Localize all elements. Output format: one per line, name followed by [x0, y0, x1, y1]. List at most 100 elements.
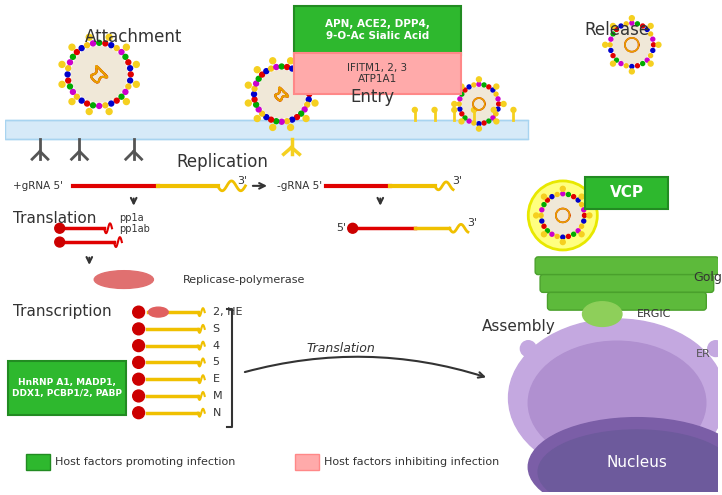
Circle shape [491, 107, 496, 112]
Circle shape [79, 98, 84, 103]
Circle shape [133, 356, 144, 368]
FancyBboxPatch shape [6, 120, 529, 140]
Circle shape [126, 60, 131, 65]
FancyBboxPatch shape [295, 6, 461, 54]
Circle shape [648, 23, 653, 28]
Circle shape [299, 72, 304, 77]
Circle shape [494, 92, 498, 96]
Circle shape [555, 193, 559, 197]
Circle shape [534, 213, 539, 218]
Circle shape [348, 223, 357, 233]
Circle shape [59, 61, 65, 67]
FancyBboxPatch shape [26, 454, 50, 470]
Circle shape [254, 67, 260, 73]
Circle shape [487, 119, 491, 123]
Circle shape [284, 64, 290, 69]
Circle shape [279, 64, 284, 69]
Circle shape [550, 195, 554, 198]
Circle shape [651, 49, 655, 52]
Circle shape [613, 26, 651, 63]
Circle shape [560, 186, 565, 191]
Circle shape [463, 88, 467, 92]
Circle shape [66, 78, 71, 83]
Circle shape [270, 58, 276, 64]
Circle shape [103, 103, 108, 108]
Text: Transcription: Transcription [13, 304, 112, 319]
Circle shape [287, 125, 294, 130]
Circle shape [625, 64, 628, 68]
Circle shape [312, 82, 318, 88]
Circle shape [306, 86, 311, 91]
Circle shape [97, 103, 102, 108]
Circle shape [472, 121, 476, 125]
Ellipse shape [583, 302, 622, 326]
Circle shape [648, 32, 653, 36]
Circle shape [640, 24, 645, 28]
Circle shape [133, 340, 144, 351]
Circle shape [123, 99, 129, 104]
Circle shape [542, 194, 547, 199]
Text: Translation: Translation [13, 210, 97, 226]
Circle shape [65, 72, 70, 77]
Circle shape [458, 97, 462, 101]
Circle shape [432, 107, 437, 112]
Circle shape [133, 306, 144, 318]
Ellipse shape [95, 271, 153, 289]
FancyBboxPatch shape [547, 293, 706, 310]
Circle shape [79, 46, 84, 50]
Circle shape [467, 119, 471, 123]
Circle shape [109, 43, 113, 48]
Circle shape [545, 229, 549, 233]
Circle shape [133, 373, 144, 385]
Circle shape [471, 107, 477, 112]
Circle shape [103, 41, 108, 46]
Circle shape [501, 101, 506, 106]
Circle shape [619, 24, 623, 28]
Text: APN, ACE2, DPP4,
9-O-Ac Sialic Acid: APN, ACE2, DPP4, 9-O-Ac Sialic Acid [325, 19, 430, 41]
Circle shape [491, 116, 495, 120]
Text: M: M [212, 391, 222, 401]
Text: 3': 3' [238, 176, 248, 186]
Text: Nucleus: Nucleus [606, 454, 667, 470]
Circle shape [463, 116, 467, 120]
Circle shape [305, 102, 310, 107]
Circle shape [539, 213, 543, 217]
Circle shape [651, 43, 656, 47]
FancyBboxPatch shape [586, 177, 669, 208]
Circle shape [511, 107, 516, 112]
Circle shape [452, 107, 457, 112]
Text: Golgi: Golgi [693, 271, 722, 284]
Text: VCP: VCP [610, 185, 644, 200]
Circle shape [614, 58, 619, 62]
Circle shape [482, 121, 486, 125]
Circle shape [114, 46, 119, 50]
Circle shape [269, 117, 274, 122]
Circle shape [134, 61, 139, 67]
Circle shape [123, 44, 129, 50]
Circle shape [258, 70, 305, 118]
Circle shape [497, 102, 500, 106]
Circle shape [106, 34, 112, 40]
FancyBboxPatch shape [295, 454, 319, 470]
Circle shape [274, 119, 279, 124]
Circle shape [635, 64, 640, 68]
Circle shape [555, 235, 559, 239]
Circle shape [477, 82, 481, 86]
Circle shape [284, 119, 290, 124]
Circle shape [494, 84, 499, 89]
Circle shape [134, 81, 139, 87]
Circle shape [582, 219, 586, 223]
Text: Replicase-polymerase: Replicase-polymerase [183, 275, 305, 285]
Circle shape [494, 119, 499, 124]
Circle shape [545, 198, 549, 202]
Circle shape [86, 108, 92, 114]
Circle shape [270, 125, 276, 130]
Circle shape [90, 41, 95, 46]
Text: pp1a
pp1ab: pp1a pp1ab [119, 212, 149, 234]
Circle shape [567, 235, 570, 239]
Circle shape [645, 28, 649, 31]
Circle shape [128, 78, 133, 83]
Text: Assembly: Assembly [482, 319, 555, 335]
Circle shape [576, 229, 580, 233]
Circle shape [611, 61, 615, 66]
